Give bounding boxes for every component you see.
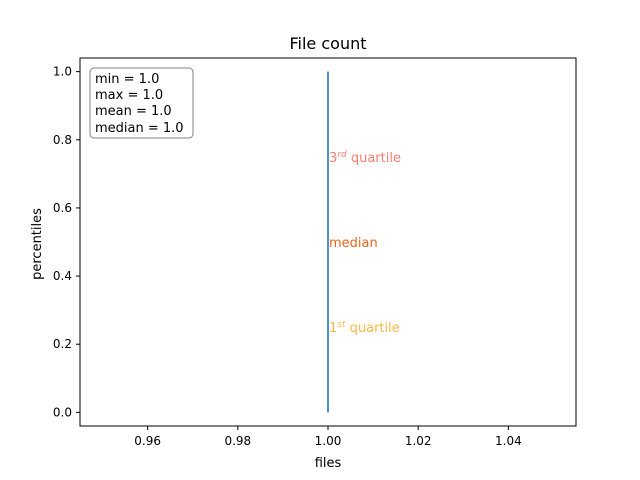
x-tick-label: 1.04 bbox=[495, 434, 522, 448]
stats-line-median: median = 1.0 bbox=[95, 121, 184, 136]
stats-line-min: min = 1.0 bbox=[95, 72, 159, 87]
chart-title: File count bbox=[290, 34, 367, 53]
x-tick-label: 0.96 bbox=[134, 434, 161, 448]
axes-frame bbox=[79, 57, 577, 427]
stats-line-mean: mean = 1.0 bbox=[95, 104, 172, 119]
annotation-q3-text: quartile bbox=[347, 151, 401, 166]
x-axis-label: files bbox=[315, 456, 342, 471]
stats-box-frame bbox=[89, 67, 194, 139]
x-tick-label: 0.98 bbox=[224, 434, 251, 448]
annotation-q3-sup: rd bbox=[337, 150, 347, 160]
annotation-q3-base: 3 bbox=[329, 151, 337, 166]
stats-line-max: max = 1.0 bbox=[95, 88, 163, 103]
annotation-median-base: median bbox=[329, 236, 378, 251]
y-tick-label: 1.0 bbox=[53, 65, 72, 79]
y-tick-label: 0.4 bbox=[53, 269, 72, 283]
annotation-median: median bbox=[329, 236, 378, 251]
y-tick-label: 0.0 bbox=[53, 405, 72, 419]
stats-box: min = 1.0 max = 1.0 mean = 1.0 median = … bbox=[89, 67, 194, 139]
y-tick-label: 0.2 bbox=[53, 337, 72, 351]
annotation-q1-sup: st bbox=[337, 320, 346, 330]
annotation-q3: 3rd quartile bbox=[329, 150, 401, 166]
annotation-q1-text: quartile bbox=[346, 321, 400, 336]
annotation-q1: 1st quartile bbox=[329, 320, 400, 336]
x-tick-label: 1.02 bbox=[405, 434, 432, 448]
y-tick-label: 0.8 bbox=[53, 133, 72, 147]
y-axis-label: percentiles bbox=[30, 208, 45, 280]
plot-area: 0.96 0.98 1.00 1.02 1.04 0.0 0.2 0.4 0.6 0.8 1.0 3r… bbox=[53, 65, 522, 448]
x-tick-label: 1.00 bbox=[315, 434, 342, 448]
annotation-q1-base: 1 bbox=[329, 321, 337, 336]
y-tick-label: 0.6 bbox=[53, 201, 72, 215]
